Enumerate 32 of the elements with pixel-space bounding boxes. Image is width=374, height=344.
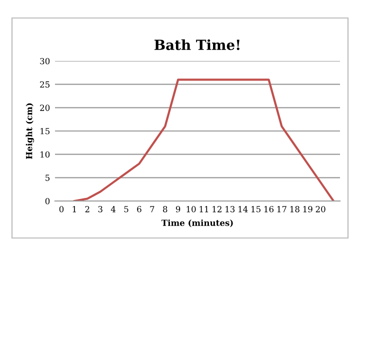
y-tick-label: 30 xyxy=(40,58,50,64)
x-tick-label: 8 xyxy=(163,206,168,212)
y-tick-label: 10 xyxy=(40,151,50,158)
y-tick-label: 5 xyxy=(46,174,50,181)
x-tick-label: 5 xyxy=(124,206,128,212)
y-axis-title: Height (cm) xyxy=(26,103,34,159)
x-tick-label: 12 xyxy=(212,206,222,212)
x-tick-label: 17 xyxy=(277,206,286,212)
x-tick-label: 2 xyxy=(85,206,90,212)
x-tick-label: 3 xyxy=(98,206,102,212)
x-tick-label: 14 xyxy=(238,206,248,212)
line-series xyxy=(73,78,335,201)
x-tick-label: 1 xyxy=(72,206,76,212)
x-tick-label: 10 xyxy=(186,206,196,212)
x-tick-label: 15 xyxy=(252,206,260,212)
x-tick-label: 19 xyxy=(303,206,312,212)
x-tick-label: 0 xyxy=(59,206,64,212)
x-tick-label: 18 xyxy=(290,206,300,212)
x-tick-label: 9 xyxy=(176,206,180,212)
x-tick-label: 11 xyxy=(200,206,208,212)
y-tick-label: 15 xyxy=(40,128,50,134)
x-tick-label: 20 xyxy=(316,206,326,212)
y-tick-label: 0 xyxy=(45,198,50,204)
x-tick-label: 16 xyxy=(264,206,274,212)
x-tick-label: 7 xyxy=(150,206,154,212)
x-tick-label: 13 xyxy=(226,206,235,212)
x-tick-label: 6 xyxy=(137,206,142,212)
chart-title: Bath Time! xyxy=(154,39,240,50)
x-tick-label: 4 xyxy=(110,206,116,212)
y-tick-label: 25 xyxy=(40,81,50,88)
x-axis-title: Time (minutes) xyxy=(161,219,233,228)
y-tick-label: 20 xyxy=(40,104,50,111)
